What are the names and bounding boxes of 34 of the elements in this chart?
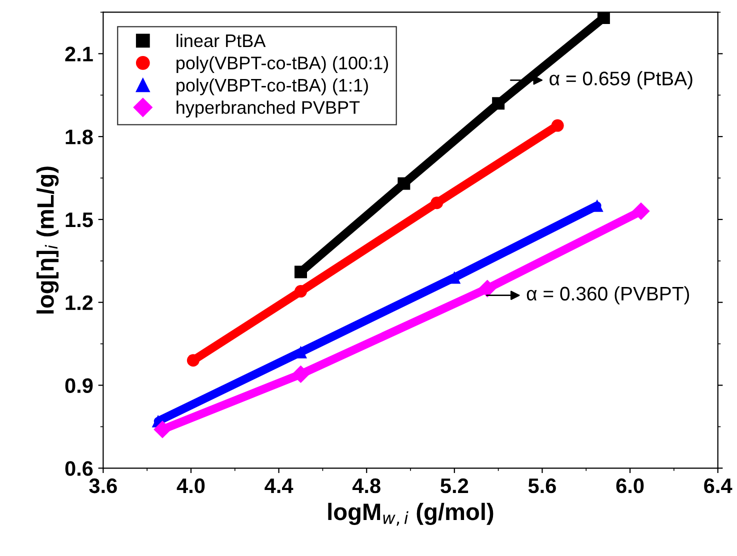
point — [430, 196, 444, 210]
y-tick-label: 1.8 — [66, 130, 93, 144]
x-tick-label: 5.2 — [440, 478, 468, 494]
x-tick-label: 3.6 — [89, 478, 117, 494]
legend-label: poly(VBPT-co-tBA) (1:1) — [176, 78, 368, 96]
point — [186, 354, 200, 367]
point — [492, 97, 505, 110]
legend-label: poly(VBPT-co-tBA) (100:1) — [176, 56, 388, 73]
point — [154, 420, 172, 438]
y-tick-label: 0.9 — [65, 378, 93, 394]
y-tick-label: 1.5 — [66, 212, 93, 228]
point — [597, 12, 610, 24]
x-tick-label: 4.0 — [176, 478, 205, 494]
y-tick-label: 1.2 — [66, 295, 93, 310]
point — [294, 266, 307, 278]
point — [398, 177, 410, 190]
annotation: α = 0.360 (PVBPT) — [526, 286, 690, 304]
legend-label: hyperbranched PVBPT — [176, 100, 360, 118]
annotation: α = 0.659 (PtBA) — [550, 71, 692, 90]
x-tick-label: 6.0 — [616, 478, 644, 494]
x-axis-title: logM$_{w,i}$ (g/mol) — [328, 502, 494, 526]
x-tick-label: 4.8 — [352, 478, 380, 494]
y-axis-title: log[η]$_{i}$ (mL/g) — [36, 166, 59, 314]
legend-label: linear PtBA — [176, 34, 266, 48]
point — [478, 280, 496, 298]
y-tick-label: 2.1 — [65, 46, 93, 62]
point — [632, 202, 650, 220]
x-tick-label: 6.4 — [704, 478, 732, 494]
y-tick-label: 0.6 — [65, 461, 93, 476]
x-tick-label: 5.6 — [528, 478, 556, 494]
point — [551, 119, 564, 132]
point — [294, 285, 307, 298]
point — [292, 365, 310, 384]
x-tick-label: 4.4 — [264, 478, 294, 493]
